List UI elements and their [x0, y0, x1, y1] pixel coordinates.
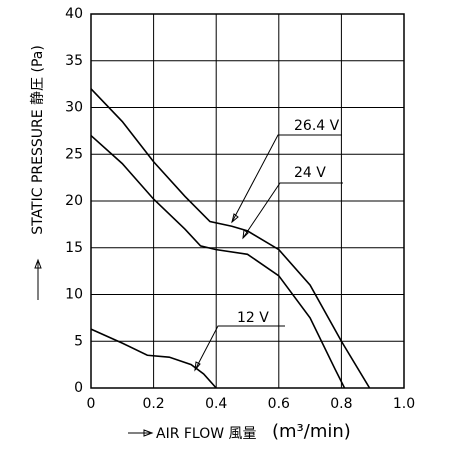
series-line	[90, 328, 217, 389]
y-tick-label: 15	[65, 240, 83, 256]
x-tick-label: 0.6	[268, 396, 290, 412]
y-axis-label: STATIC PRESSURE 静圧 (Pa)	[30, 45, 46, 235]
series-label: 24 V	[294, 165, 326, 181]
leader-line	[242, 182, 343, 239]
series-line	[90, 88, 371, 389]
arrow-head	[194, 361, 201, 372]
y-tick-label: 35	[65, 53, 83, 69]
y-tick-label: 20	[65, 193, 83, 209]
plot-frame	[90, 13, 405, 389]
arrow-head	[143, 429, 154, 437]
leader-line	[231, 134, 342, 223]
x-tick-label: 0	[87, 396, 96, 412]
x-tick-label: 0.2	[142, 396, 164, 412]
y-tick-label: 5	[74, 333, 83, 349]
arrow-head	[242, 229, 249, 240]
y-tick-label: 40	[65, 6, 83, 22]
y-tick-label: 10	[65, 287, 83, 303]
y-tick-label: 25	[65, 146, 83, 162]
x-tick-label: 0.8	[330, 396, 352, 412]
x-axis-unit: (m³/min)	[272, 421, 351, 442]
x-tick-label: 1.0	[393, 396, 415, 412]
leader-line	[194, 325, 285, 371]
y-tick-label: 0	[74, 380, 83, 396]
arrow-head	[34, 258, 42, 269]
series-label: 26.4 V	[294, 118, 340, 134]
x-tick-label: 0.4	[205, 396, 227, 412]
leaders	[34, 134, 343, 437]
y-tick-label: 30	[65, 100, 83, 116]
x-axis-label: AIR FLOW 風量	[156, 426, 257, 442]
arrow-head	[231, 213, 239, 224]
series-line	[90, 134, 346, 389]
series-label: 12 V	[237, 310, 269, 326]
